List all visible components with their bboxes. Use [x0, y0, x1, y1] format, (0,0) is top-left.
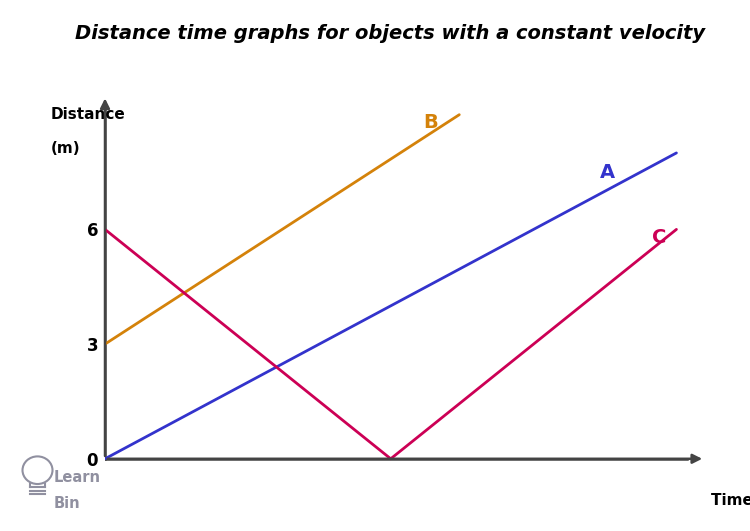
Text: C: C: [652, 228, 667, 246]
Text: B: B: [423, 113, 438, 132]
Text: Bin: Bin: [54, 496, 81, 511]
Text: Distance: Distance: [51, 107, 126, 122]
Text: (m): (m): [51, 141, 81, 157]
Text: A: A: [600, 162, 616, 182]
Text: Learn: Learn: [54, 470, 101, 485]
Text: Distance time graphs for objects with a constant velocity: Distance time graphs for objects with a …: [75, 24, 705, 43]
Text: Time (s): Time (s): [711, 493, 750, 508]
